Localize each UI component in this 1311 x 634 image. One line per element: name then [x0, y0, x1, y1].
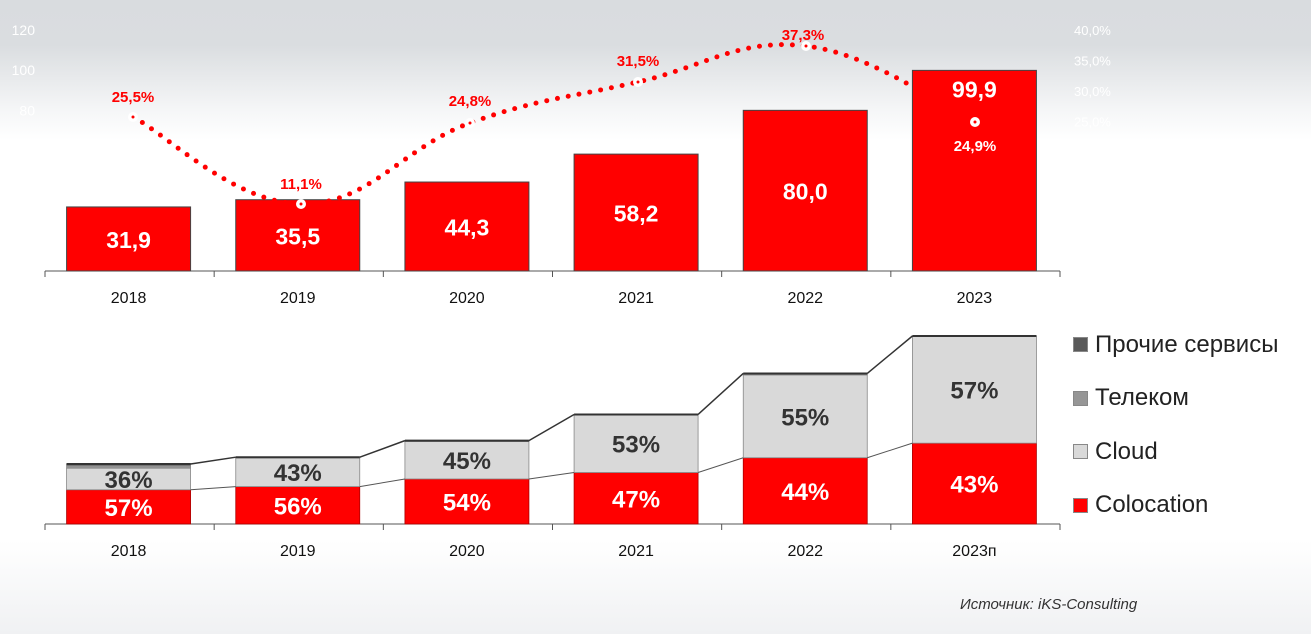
x-tick-label: 2020 — [449, 290, 485, 307]
connector-top — [359, 439, 406, 458]
legend-swatch-other — [1073, 337, 1088, 353]
connector-top — [866, 335, 913, 375]
x-tick-label: 2019 — [280, 543, 316, 560]
bar — [742, 109, 868, 272]
connector-mid — [359, 478, 405, 488]
legend-label: Cloud — [1095, 437, 1158, 465]
legend-item-telecom: Телеком — [1073, 372, 1278, 426]
share-label-cloud: 57% — [950, 378, 998, 405]
x-tick-label: 2022 — [787, 290, 823, 307]
x-tick-label: 2022 — [787, 543, 823, 560]
connector-mid — [190, 486, 236, 491]
y-tick-label: 100 — [12, 62, 36, 78]
share-label-cloud: 53% — [612, 431, 660, 458]
legend-item-other: Прочие сервисы — [1073, 318, 1278, 372]
growth-label: 37,3% — [782, 27, 825, 44]
stacked-segment-cloud — [573, 414, 699, 473]
bottom-chart: 57%36%201856%43%201954%45%202047%53%2021… — [44, 335, 1061, 560]
top-chart: 120 100 80 40,0% 35,0% 30,0% 25,0% 31,9 2018 35,5… — [12, 22, 1112, 307]
connector-top — [528, 413, 575, 442]
growth-label: 24,8% — [449, 93, 492, 110]
legend-item-cloud: Cloud — [1073, 425, 1278, 479]
connector-top — [190, 456, 236, 465]
legend-label: Прочие сервисы — [1095, 330, 1279, 358]
stacked-segment-colocation — [742, 457, 868, 525]
growth-line — [130, 42, 978, 207]
growth-label: 25,5% — [112, 89, 155, 106]
connector-mid — [528, 472, 575, 480]
connector-top — [697, 372, 744, 416]
growth-point-center — [468, 121, 472, 125]
legend-swatch-colocation — [1073, 497, 1088, 513]
bar-value-label: 99,9 — [952, 76, 997, 102]
stacked-segment-colocation — [235, 486, 361, 525]
x-tick-label: 2021 — [618, 543, 654, 560]
legend-label: Телеком — [1095, 384, 1189, 412]
share-label-colocation: 43% — [950, 472, 998, 499]
share-label-colocation: 57% — [105, 495, 153, 522]
bar-value-label: 44,3 — [445, 215, 490, 241]
share-label-cloud: 36% — [105, 467, 153, 494]
growth-point-center — [636, 80, 640, 84]
share-label-colocation: 56% — [274, 493, 322, 520]
growth-point-center — [804, 44, 808, 48]
y2-tick-label: 40,0% — [1074, 23, 1111, 38]
legend-label: Colocation — [1095, 491, 1209, 519]
x-tick-label: 2020 — [449, 543, 485, 560]
legend-swatch-cloud — [1073, 444, 1088, 460]
bar — [235, 199, 361, 272]
x-tick-label: 2021 — [618, 290, 654, 307]
x-tick-label: 2023п — [952, 543, 996, 560]
x-tick-label: 2018 — [111, 543, 147, 560]
legend-item-colocation: Colocation — [1073, 479, 1278, 533]
growth-point-center — [299, 202, 303, 206]
share-label-colocation: 54% — [443, 489, 491, 516]
source-note: Источник: iKS-Consulting — [960, 596, 1138, 613]
growth-point-center — [131, 115, 135, 119]
connector-mid — [697, 457, 744, 473]
bar — [404, 181, 530, 272]
share-label-cloud: 45% — [443, 448, 491, 475]
legend: Прочие сервисы Телеком Cloud Colocation — [1073, 318, 1278, 532]
stacked-segment-cloud — [235, 457, 361, 487]
bar — [911, 69, 1037, 272]
bar-value-label: 35,5 — [275, 223, 320, 249]
x-tick-label: 2018 — [111, 290, 147, 307]
stacked-segment-colocation — [912, 442, 1037, 525]
bar-value-label: 80,0 — [783, 179, 828, 205]
bar-value-label: 31,9 — [106, 227, 151, 253]
share-label-colocation: 47% — [612, 486, 660, 513]
y-tick-label: 80 — [19, 102, 35, 118]
share-label-cloud: 43% — [274, 460, 322, 487]
stacked-segment-colocation — [573, 472, 699, 525]
share-label-cloud: 55% — [781, 404, 829, 431]
y-tick-label: 120 — [12, 22, 36, 38]
bar — [573, 153, 699, 272]
legend-swatch-telecom — [1073, 390, 1088, 406]
y2-tick-label: 30,0% — [1074, 84, 1111, 99]
growth-label: 11,1% — [280, 176, 322, 193]
y2-tick-label: 35,0% — [1074, 54, 1111, 69]
stacked-segment-colocation — [404, 478, 530, 525]
x-tick-label: 2019 — [280, 290, 316, 307]
stacked-segment-cloud — [742, 374, 868, 459]
connector-mid — [867, 442, 913, 459]
x-tick-label: 2023 — [957, 290, 993, 307]
bar-value-label: 58,2 — [614, 201, 659, 227]
stacked-segment-cloud — [912, 335, 1037, 444]
share-label-colocation: 44% — [781, 479, 829, 506]
growth-point-center — [973, 120, 977, 124]
stacked-segment-cloud — [404, 441, 530, 480]
growth-label: 24,9% — [954, 138, 997, 155]
bar — [66, 206, 192, 272]
growth-label: 31,5% — [617, 53, 660, 70]
y2-tick-label: 25,0% — [1074, 115, 1111, 130]
